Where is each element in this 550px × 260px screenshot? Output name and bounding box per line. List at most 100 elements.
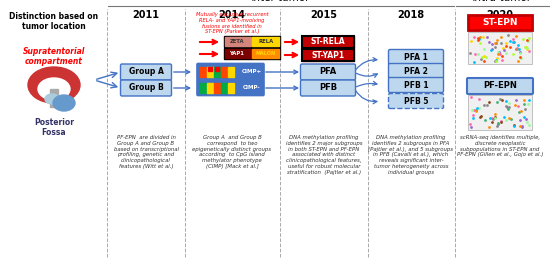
Point (499, 114, 508, 119)
Bar (224, 36, 280, 47)
FancyBboxPatch shape (300, 64, 355, 80)
FancyBboxPatch shape (467, 78, 533, 94)
Point (518, 125, 526, 129)
Point (466, 125, 475, 129)
Bar (50, 89, 58, 107)
Point (497, 119, 506, 123)
Point (500, 48, 509, 53)
Point (518, 37, 527, 41)
Point (476, 114, 485, 118)
Bar (468, 15, 532, 30)
Point (492, 37, 501, 42)
Bar (468, 32, 532, 64)
Bar (302, 49, 354, 61)
Point (498, 54, 507, 58)
Bar (200, 82, 206, 93)
Point (472, 108, 481, 112)
Point (476, 35, 485, 39)
Point (524, 102, 533, 107)
Point (502, 99, 510, 103)
Point (521, 45, 530, 49)
Point (514, 104, 523, 108)
Point (482, 103, 491, 107)
Bar (207, 67, 213, 76)
Point (524, 49, 533, 53)
Point (484, 125, 493, 129)
Text: RELA: RELA (258, 39, 274, 44)
Point (488, 47, 497, 51)
Point (516, 109, 525, 113)
Point (513, 59, 522, 63)
Point (475, 114, 484, 119)
Point (509, 40, 518, 44)
Text: 2011: 2011 (133, 10, 159, 20)
Point (475, 97, 483, 101)
Point (494, 50, 503, 54)
Bar (224, 48, 280, 59)
Point (512, 47, 520, 51)
Text: Mutually exclusive recurrent
RELA- and YAP1-involving
fusions are identified in
: Mutually exclusive recurrent RELA- and Y… (196, 12, 268, 34)
Point (470, 53, 479, 57)
Point (519, 98, 528, 102)
Point (478, 35, 487, 39)
Bar (221, 82, 227, 93)
Point (498, 58, 507, 62)
Bar (200, 67, 206, 76)
Point (493, 124, 502, 128)
Text: 2015: 2015 (311, 10, 338, 20)
Point (475, 37, 483, 41)
Point (518, 124, 527, 128)
Bar (207, 82, 213, 93)
Point (521, 117, 530, 121)
Ellipse shape (28, 67, 80, 103)
Bar (252, 37, 279, 46)
Point (515, 110, 524, 114)
Point (503, 106, 512, 110)
Point (497, 41, 506, 45)
Point (493, 56, 502, 60)
Point (497, 120, 505, 124)
Point (470, 60, 478, 64)
Point (480, 118, 489, 122)
Text: ZETA: ZETA (230, 39, 244, 44)
Point (491, 41, 499, 45)
Point (515, 55, 524, 59)
Point (466, 51, 475, 55)
Bar (468, 15, 532, 30)
Ellipse shape (38, 78, 70, 100)
Point (516, 124, 525, 128)
Point (467, 39, 476, 43)
Point (488, 117, 497, 121)
Point (466, 122, 475, 126)
Point (519, 115, 528, 119)
Point (468, 113, 477, 117)
Ellipse shape (45, 94, 59, 104)
Point (480, 47, 488, 51)
Bar (228, 82, 234, 93)
Point (516, 56, 525, 60)
Point (502, 44, 511, 48)
Point (486, 116, 494, 120)
Text: Group B: Group B (129, 83, 163, 93)
Point (522, 46, 531, 50)
Point (480, 59, 488, 63)
FancyBboxPatch shape (197, 63, 264, 80)
Point (471, 109, 480, 113)
Point (522, 38, 531, 42)
Text: PFB: PFB (319, 83, 337, 93)
Point (516, 50, 525, 54)
FancyBboxPatch shape (120, 64, 172, 80)
FancyBboxPatch shape (388, 49, 443, 64)
Text: PFA 1: PFA 1 (404, 53, 428, 62)
Text: CIMP-: CIMP- (243, 85, 261, 90)
Point (504, 105, 513, 109)
Point (491, 112, 500, 116)
Point (491, 45, 500, 49)
Text: intra-tumor: intra-tumor (472, 0, 532, 3)
Point (509, 37, 518, 42)
Point (523, 120, 532, 124)
Point (512, 47, 521, 51)
Point (485, 100, 493, 105)
Text: ST-YAP1: ST-YAP1 (311, 50, 344, 60)
Text: Posterior
Fossa: Posterior Fossa (34, 118, 74, 137)
